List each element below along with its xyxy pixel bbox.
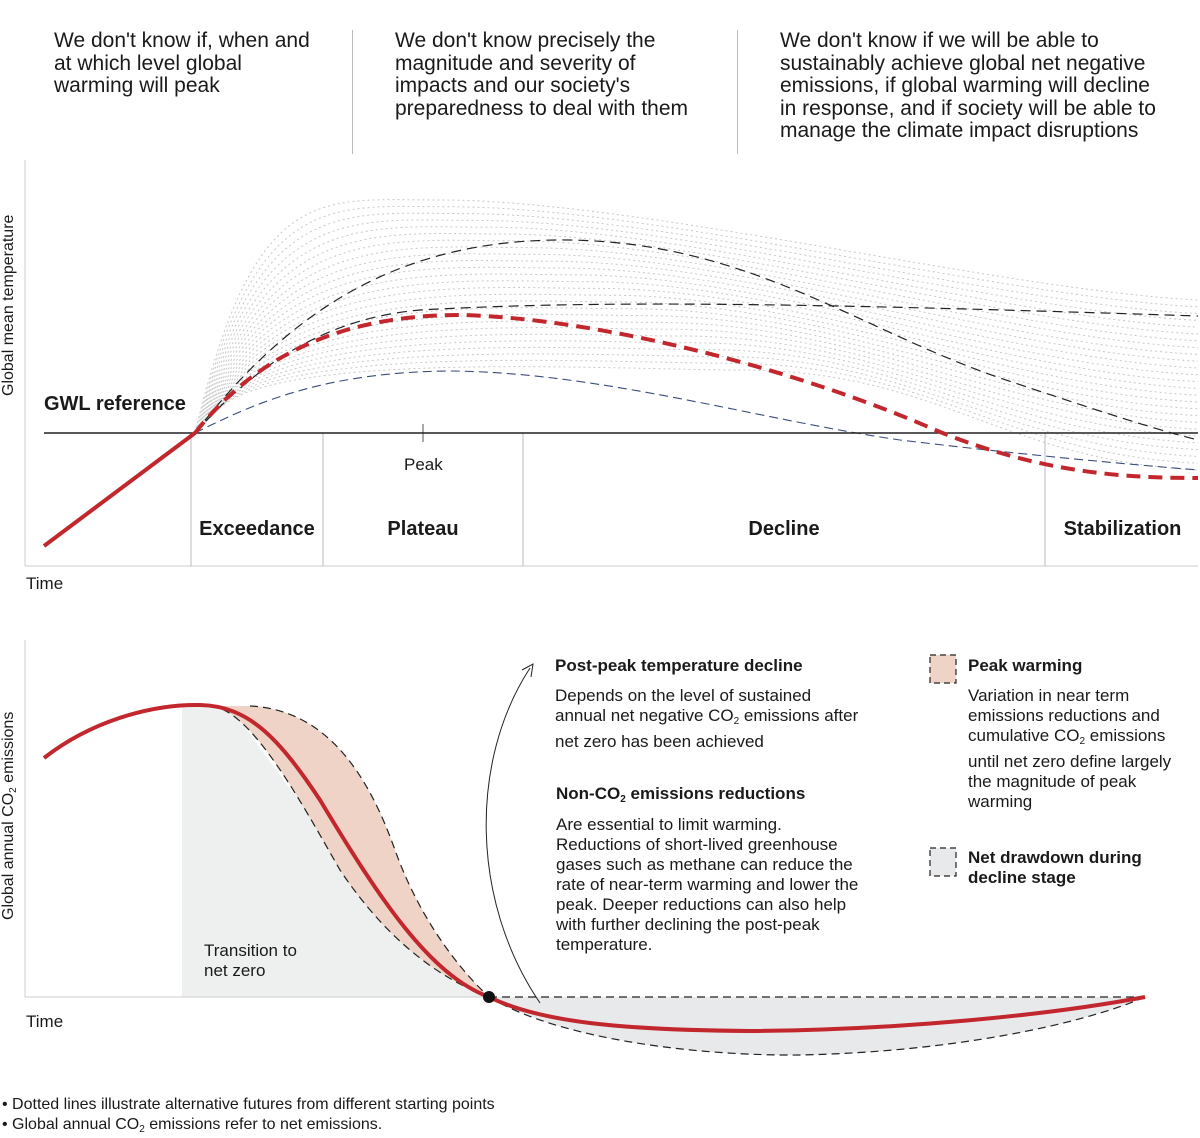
footnote-net-emissions: • Global annual CO2 emissions refer to n… [2,1116,383,1135]
upper-scenario-dashed-line [194,239,1199,441]
alternative-future-dotted-line [212,320,1199,423]
net-zero-point [483,991,495,1003]
stage-plateau: Plateau [387,518,459,540]
post-peak-title: Post-peak temperature decline [555,656,803,675]
alternative-future-dotted-line [202,253,1199,426]
temperature-diagram [24,160,1199,567]
alternative-future-dotted-line [195,205,1199,433]
question-divider-2 [737,30,738,154]
alternative-futures-dotted-lines [194,199,1199,471]
net-drawdown-legend-title: Net drawdown during decline stage [968,848,1142,887]
alternative-future-dotted-line [209,300,1199,419]
question-impacts: We don't know precisely the magnitude an… [395,29,689,120]
alternative-future-dotted-line [203,260,1199,425]
alternative-future-dotted-line [200,239,1199,428]
alternative-future-dotted-line [208,293,1199,420]
bottom-y-axis-label: Global annual CO2 emissions [0,711,19,920]
stage-decline: Decline [748,518,820,540]
alternative-future-dotted-line [196,212,1199,432]
post-peak-arrowhead [521,663,534,678]
alternative-future-dotted-line [216,346,1199,451]
non-co2-text: Are essential to limit warming. Reductio… [556,815,859,954]
alternative-future-dotted-line [219,366,1199,471]
question-net-negative: We don't know if we will be able to sust… [780,29,1156,142]
bottom-x-axis-label: Time [26,1012,64,1031]
alternative-future-dotted-line [194,199,1199,434]
peak-warming-swatch [929,654,957,684]
peak-warming-legend-title: Peak warming [968,656,1083,675]
alternative-future-dotted-line [204,266,1199,424]
historical-warming-line [42,431,197,548]
gwl-reference-label: GWL reference [44,393,186,415]
alternative-future-dotted-line [201,246,1199,427]
transition-label: Transition to net zero [204,941,297,980]
stage-stabilization: Stabilization [1063,518,1182,540]
post-peak-text: Depends on the level of sustained annual… [555,686,859,751]
alternative-future-dotted-line [213,327,1199,430]
top-y-axis-label: Global mean temperature [0,214,17,396]
top-x-axis-label: Time [26,574,64,593]
alternative-future-dotted-line [199,233,1199,429]
net-drawdown-lower-bound [488,996,1146,1056]
lower-scenario-dashed-line [194,370,1199,471]
alternative-future-dotted-line [215,340,1199,444]
non-co2-title: Non-CO2 emissions reductions [556,784,806,805]
alternative-future-dotted-line [207,287,1199,421]
question-divider-1 [352,30,353,154]
alternative-future-dotted-line [206,280,1199,422]
peak-label: Peak [404,455,443,474]
alternative-future-dotted-line [197,219,1199,431]
net-drawdown-region [489,997,1145,1056]
stage-exceedance: Exceedance [199,518,315,540]
alternative-future-dotted-line [218,359,1199,464]
net-drawdown-swatch [929,847,957,877]
central-warming-pathway [193,312,1199,480]
alternative-future-dotted-line [214,333,1199,437]
peak-warming-legend-text: Variation in near term emissions reducti… [968,686,1172,811]
alternative-future-dotted-line [217,353,1199,457]
footnote-dotted-lines: • Dotted lines illustrate alternative fu… [2,1096,495,1113]
question-peak-timing: We don't know if, when and at which leve… [54,29,310,97]
post-peak-arrow [485,667,541,1004]
